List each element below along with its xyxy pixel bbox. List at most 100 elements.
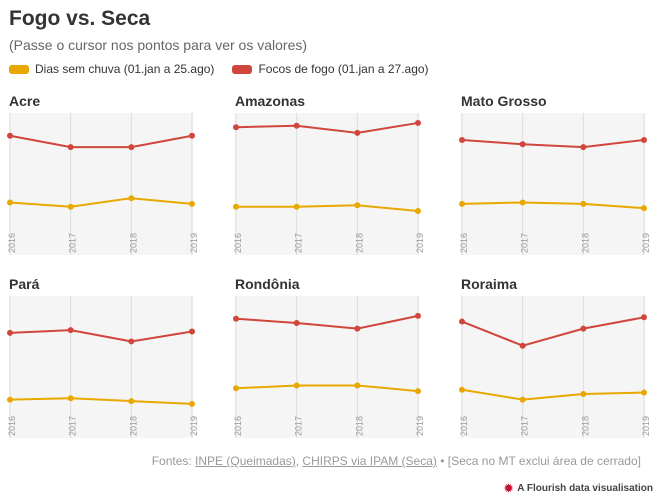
x-tick-label: 2017 [68,416,78,436]
panel-chart: 2016 2017 2018 2019 [459,296,651,438]
data-point[interactable] [7,329,13,336]
data-point[interactable] [415,312,421,319]
legend-item-dry-days[interactable]: Dias sem chuva (01.jan a 25.ago) [9,62,214,76]
series-line [9,397,193,405]
data-point[interactable] [459,136,465,143]
data-point[interactable] [7,132,13,139]
series-line [9,329,193,343]
data-point[interactable] [293,382,300,389]
x-tick-label: 2017 [68,233,78,253]
data-point[interactable] [293,203,300,210]
data-point[interactable] [128,144,135,151]
x-tick-label: 2019 [641,233,651,253]
data-point[interactable] [233,203,239,210]
data-point[interactable] [354,382,361,389]
data-point[interactable] [519,396,526,403]
x-tick-label: 2019 [641,416,651,436]
data-point[interactable] [580,325,587,332]
data-point[interactable] [128,398,135,405]
data-point[interactable] [641,136,647,143]
data-point[interactable] [641,205,647,212]
x-tick-label: 2018 [354,416,364,436]
data-point[interactable] [354,202,361,209]
data-point[interactable] [67,203,74,210]
flourish-credit-label: A Flourish data visualisation [517,483,653,494]
legend-label-fire: Focos de fogo (01.jan a 27.ago) [258,62,429,76]
legend-swatch-dry-days [9,64,29,74]
data-point[interactable] [580,390,587,397]
page-subtitle: (Passe o cursor nos pontos para ver os v… [9,37,308,53]
series-line [461,201,645,210]
x-tick-label: 2018 [128,233,138,253]
x-tick-label: 2019 [415,416,425,436]
x-tick-label: 2019 [415,233,425,253]
data-point[interactable] [7,199,13,206]
data-point[interactable] [641,314,647,321]
plot-background [461,113,645,255]
data-point[interactable] [519,342,526,349]
series-line [9,197,193,208]
plot-background [9,113,193,255]
panel-title: Acre [9,93,41,109]
panel-chart: 2016 2017 2018 2019 [459,113,651,255]
data-point[interactable] [459,386,465,393]
flourish-logo-icon: ✹ [504,483,514,495]
data-point[interactable] [189,200,195,207]
panel-title: Pará [9,276,40,292]
source-link-inpe[interactable]: INPE (Queimadas) [195,454,296,468]
data-point[interactable] [293,319,300,326]
data-point[interactable] [189,328,195,335]
panel-chart: 2016 2017 2018 2019 [7,113,199,255]
data-point[interactable] [354,325,361,332]
x-tick-label: 2017 [520,233,530,253]
data-point[interactable] [354,129,361,136]
series-line [235,121,419,134]
page-title: Fogo vs. Seca [9,7,151,30]
x-tick-label: 2016 [7,233,17,253]
data-point[interactable] [293,122,300,129]
x-tick-label: 2017 [294,233,304,253]
panel-title: Amazonas [235,93,306,109]
data-point[interactable] [519,199,526,206]
data-point[interactable] [415,207,421,214]
series-line [461,388,645,401]
data-point[interactable] [580,144,587,151]
data-point[interactable] [415,119,421,126]
data-point[interactable] [67,327,74,334]
data-point[interactable] [459,200,465,207]
source-link-chirps[interactable]: CHIRPS via IPAM (Seca) [302,454,437,468]
x-tick-label: 2016 [233,233,243,253]
data-point[interactable] [519,141,526,148]
x-tick-label: 2018 [580,233,590,253]
x-tick-label: 2016 [233,416,243,436]
series-line [236,204,419,212]
data-point[interactable] [580,200,587,207]
legend-item-fire[interactable]: Focos de fogo (01.jan a 27.ago) [232,62,429,76]
x-tick-label: 2016 [459,233,469,253]
data-point[interactable] [233,315,239,322]
data-point[interactable] [189,132,195,139]
x-tick-label: 2019 [189,416,199,436]
data-point[interactable] [415,388,421,395]
plot-background [9,296,193,438]
data-point[interactable] [233,385,239,392]
footer-note: • [Seca no MT exclui área de cerrado] [436,454,641,468]
x-tick-label: 2016 [7,416,17,436]
data-point[interactable] [189,400,195,407]
legend: Dias sem chuva (01.jan a 25.ago) Focos d… [9,62,429,76]
data-point[interactable] [67,144,74,151]
flourish-credit[interactable]: ✹ A Flourish data visualisation [504,482,653,495]
data-point[interactable] [67,395,74,402]
data-point[interactable] [641,389,647,396]
legend-label-dry-days: Dias sem chuva (01.jan a 25.ago) [35,62,215,76]
x-tick-label: 2018 [128,416,138,436]
footer-separator: , [295,454,303,468]
data-point[interactable] [233,124,239,131]
x-tick-label: 2016 [459,416,469,436]
data-point[interactable] [459,318,465,325]
data-point[interactable] [7,396,13,403]
data-point[interactable] [128,195,135,202]
data-point[interactable] [128,338,135,345]
panel-title: Rondônia [235,276,300,292]
x-tick-label: 2017 [520,416,530,436]
